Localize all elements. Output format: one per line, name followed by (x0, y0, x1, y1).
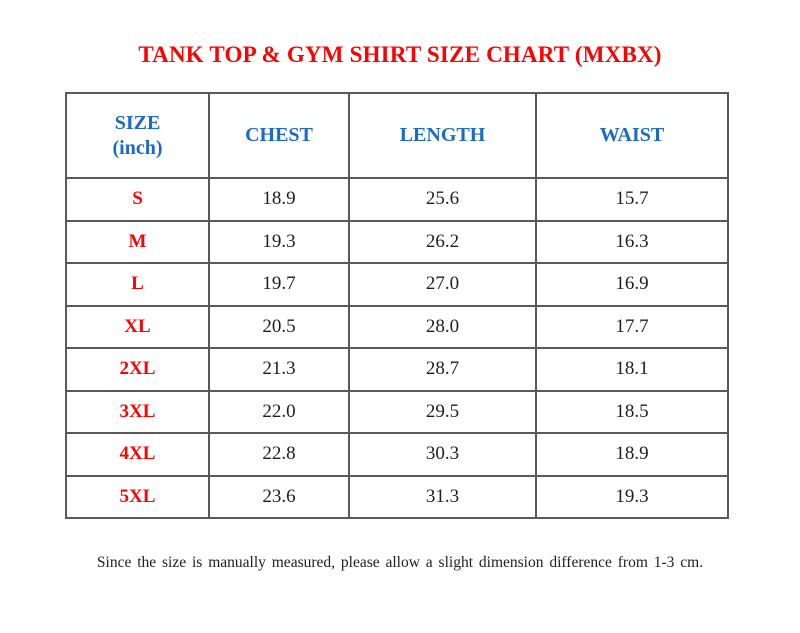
measurement-note: Since the size is manually measured, ple… (96, 554, 704, 571)
size-label: XL (65, 304, 210, 349)
length-value: 28.7 (348, 347, 537, 392)
waist-value: 16.9 (535, 262, 729, 307)
column-header-size: SIZE (inch) (65, 92, 210, 179)
length-value: 29.5 (348, 389, 537, 434)
size-label: 5XL (65, 474, 210, 519)
length-value: 30.3 (348, 432, 537, 477)
size-label: M (65, 219, 210, 264)
waist-value: 17.7 (535, 304, 729, 349)
chest-value: 18.9 (208, 177, 350, 222)
size-chart-table: SIZE (inch) CHEST LENGTH WAIST S 18.9 25… (65, 92, 729, 519)
waist-value: 18.9 (535, 432, 729, 477)
chest-value: 22.0 (208, 389, 350, 434)
length-value: 31.3 (348, 474, 537, 519)
chest-value: 19.3 (208, 219, 350, 264)
page-title: TANK TOP & GYM SHIRT SIZE CHART (MXBX) (138, 42, 662, 67)
size-label: 4XL (65, 432, 210, 477)
size-label: 2XL (65, 347, 210, 392)
chest-value: 22.8 (208, 432, 350, 477)
table-row-xl: XL 20.5 28.0 17.7 (65, 304, 729, 349)
length-value: 27.0 (348, 262, 537, 307)
waist-value: 18.5 (535, 389, 729, 434)
waist-value: 15.7 (535, 177, 729, 222)
length-value: 25.6 (348, 177, 537, 222)
table-row-2xl: 2XL 21.3 28.7 18.1 (65, 347, 729, 392)
table-row-s: S 18.9 25.6 15.7 (65, 177, 729, 222)
chest-value: 21.3 (208, 347, 350, 392)
size-label: L (65, 262, 210, 307)
waist-value: 18.1 (535, 347, 729, 392)
column-header-waist: WAIST (535, 92, 729, 179)
chest-value: 19.7 (208, 262, 350, 307)
waist-value: 16.3 (535, 219, 729, 264)
length-value: 26.2 (348, 219, 537, 264)
table-row-l: L 19.7 27.0 16.9 (65, 262, 729, 307)
size-label: S (65, 177, 210, 222)
table-row-3xl: 3XL 22.0 29.5 18.5 (65, 389, 729, 434)
table-row-m: M 19.3 26.2 16.3 (65, 219, 729, 264)
chest-value: 20.5 (208, 304, 350, 349)
chest-value: 23.6 (208, 474, 350, 519)
column-header-chest: CHEST (208, 92, 350, 179)
column-header-length: LENGTH (348, 92, 537, 179)
waist-value: 19.3 (535, 474, 729, 519)
table-header-row: SIZE (inch) CHEST LENGTH WAIST (65, 92, 729, 179)
length-value: 28.0 (348, 304, 537, 349)
table-row-5xl: 5XL 23.6 31.3 19.3 (65, 474, 729, 519)
column-header-size-line1: SIZE (114, 111, 161, 134)
table-row-4xl: 4XL 22.8 30.3 18.9 (65, 432, 729, 477)
column-header-size-line2: (inch) (112, 136, 163, 159)
size-label: 3XL (65, 389, 210, 434)
